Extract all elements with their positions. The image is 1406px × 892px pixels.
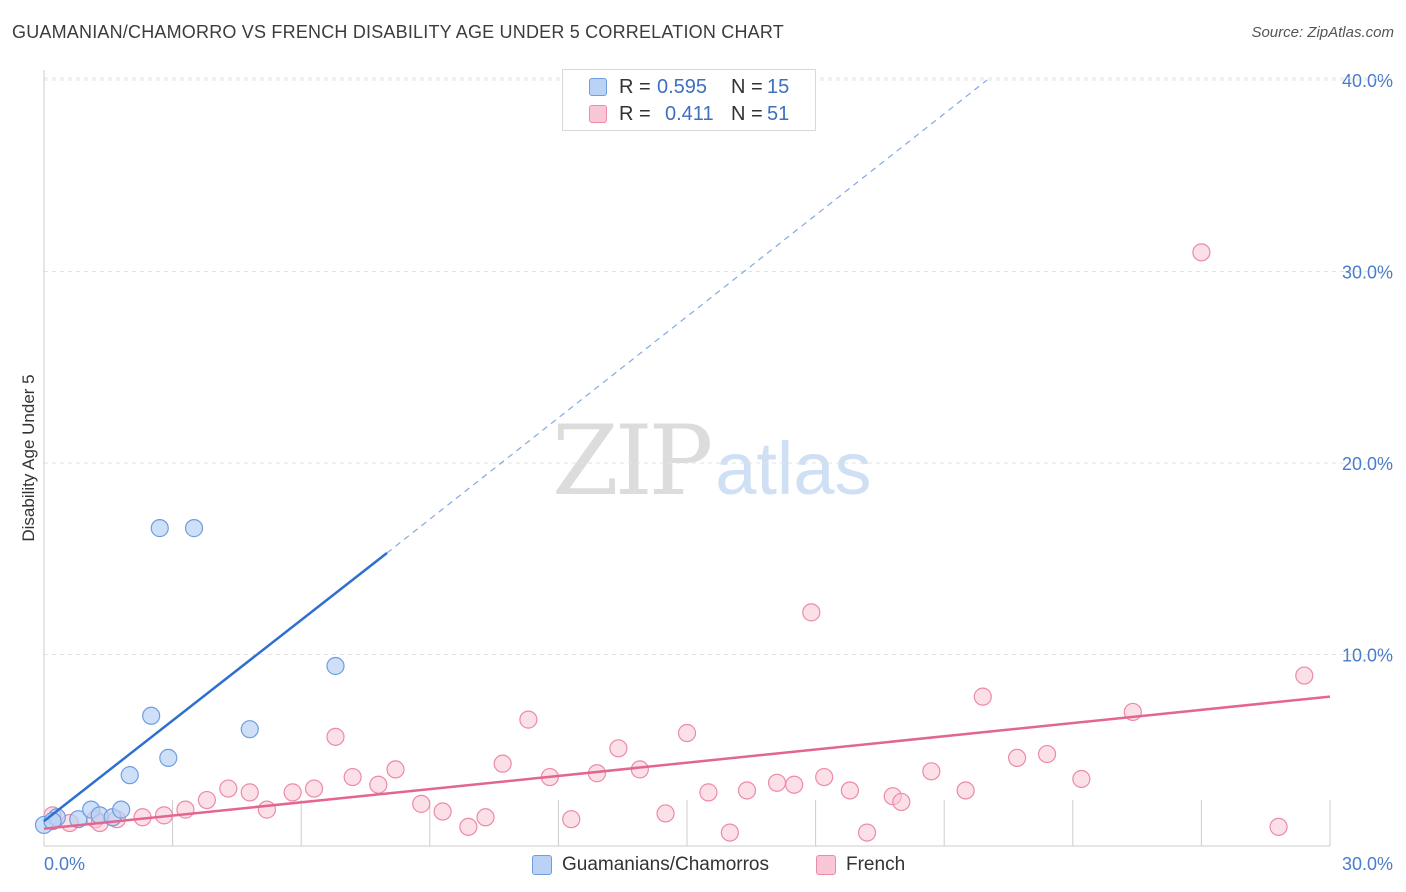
y-tick-label: 30.0% (1342, 263, 1393, 283)
y-tick-label: 10.0% (1342, 646, 1393, 666)
x-tick-label: 0.0% (44, 854, 85, 874)
french-point (1192, 243, 1211, 262)
french-point (459, 817, 478, 836)
french-point (493, 754, 512, 773)
french-point (1037, 744, 1057, 764)
bottom-legend-label: French (846, 854, 906, 875)
french-point (562, 810, 581, 829)
french-point (802, 603, 821, 622)
legend-n-value: 51 (767, 102, 790, 125)
french-trendline (43, 695, 1331, 831)
legend-r-label: R = (619, 75, 651, 98)
legend-n-label: N = (731, 102, 763, 125)
y-tick-label: 40.0% (1342, 71, 1393, 91)
french-point (737, 781, 757, 800)
y-axis-label: Disability Age Under 5 (19, 374, 38, 541)
french-point (197, 790, 216, 810)
french-point (240, 783, 259, 802)
legend-r-value: 0.595 (657, 75, 708, 98)
y-tick-label: 20.0% (1342, 454, 1393, 474)
french-point (815, 767, 834, 787)
source-credit: Source: ZipAtlas.com (1251, 24, 1394, 41)
guamanian-point (184, 519, 204, 538)
french-point (922, 762, 941, 781)
guamanian-point (240, 720, 259, 739)
french-point (609, 739, 628, 758)
guamanian-point (159, 748, 178, 768)
french-point (343, 767, 362, 787)
french-point (720, 823, 739, 842)
french-point (369, 775, 388, 794)
legend-row-french: R = 0.411 N = 51 (589, 102, 789, 126)
legend-swatch-pink (589, 105, 607, 123)
french-point (219, 779, 238, 798)
guamanian-trendline (43, 552, 388, 823)
french-point (433, 802, 452, 821)
bottom-legend-label: Guamanians/Chamorros (562, 854, 769, 875)
french-point (304, 779, 324, 798)
french-point (257, 800, 277, 819)
x-tick-label: 30.0% (1342, 854, 1393, 874)
french-point (840, 781, 859, 800)
guamanian-trendline-extension (386, 79, 988, 554)
french-point (857, 823, 877, 842)
guamanian-point (142, 706, 161, 725)
french-point (1295, 666, 1314, 685)
bottom-legend-swatch-blue (532, 855, 552, 875)
french-point (699, 783, 718, 802)
legend-r-value: 0.411 (665, 102, 714, 125)
bottom-legend-swatch-pink (816, 855, 836, 875)
guamanian-point (326, 656, 345, 676)
chart-title: GUAMANIAN/CHAMORRO VS FRENCH DISABILITY … (12, 22, 784, 42)
legend-n-value: 15 (767, 75, 790, 98)
legend-n-label: N = (731, 75, 763, 98)
legend-row-guamanian: R = 0.595 N = 15 (589, 75, 789, 99)
bottom-legend-french: French (816, 852, 905, 878)
french-point (973, 687, 992, 706)
legend-swatch-blue (589, 78, 607, 96)
french-point (412, 794, 431, 813)
french-point (767, 773, 787, 792)
french-point (326, 727, 345, 746)
french-point (892, 792, 911, 812)
guamanian-point (120, 766, 139, 785)
french-point (1007, 748, 1027, 768)
correlation-legend: R = 0.595 N = 15 R = 0.411 N = 51 (562, 69, 816, 131)
french-point (956, 781, 975, 800)
french-point (476, 808, 495, 827)
legend-r-label: R = (619, 102, 651, 125)
french-point (656, 804, 675, 823)
french-point (519, 710, 538, 729)
french-point (1072, 769, 1091, 789)
french-point (386, 760, 405, 779)
guamanian-point (69, 810, 88, 829)
french-point (677, 723, 697, 743)
guamanian-point (150, 519, 169, 538)
french-point (785, 775, 804, 794)
guamanian-point (112, 800, 131, 819)
french-point (1269, 817, 1288, 836)
french-point (283, 783, 302, 802)
bottom-legend-guamanian: Guamanians/Chamorros (532, 852, 769, 878)
